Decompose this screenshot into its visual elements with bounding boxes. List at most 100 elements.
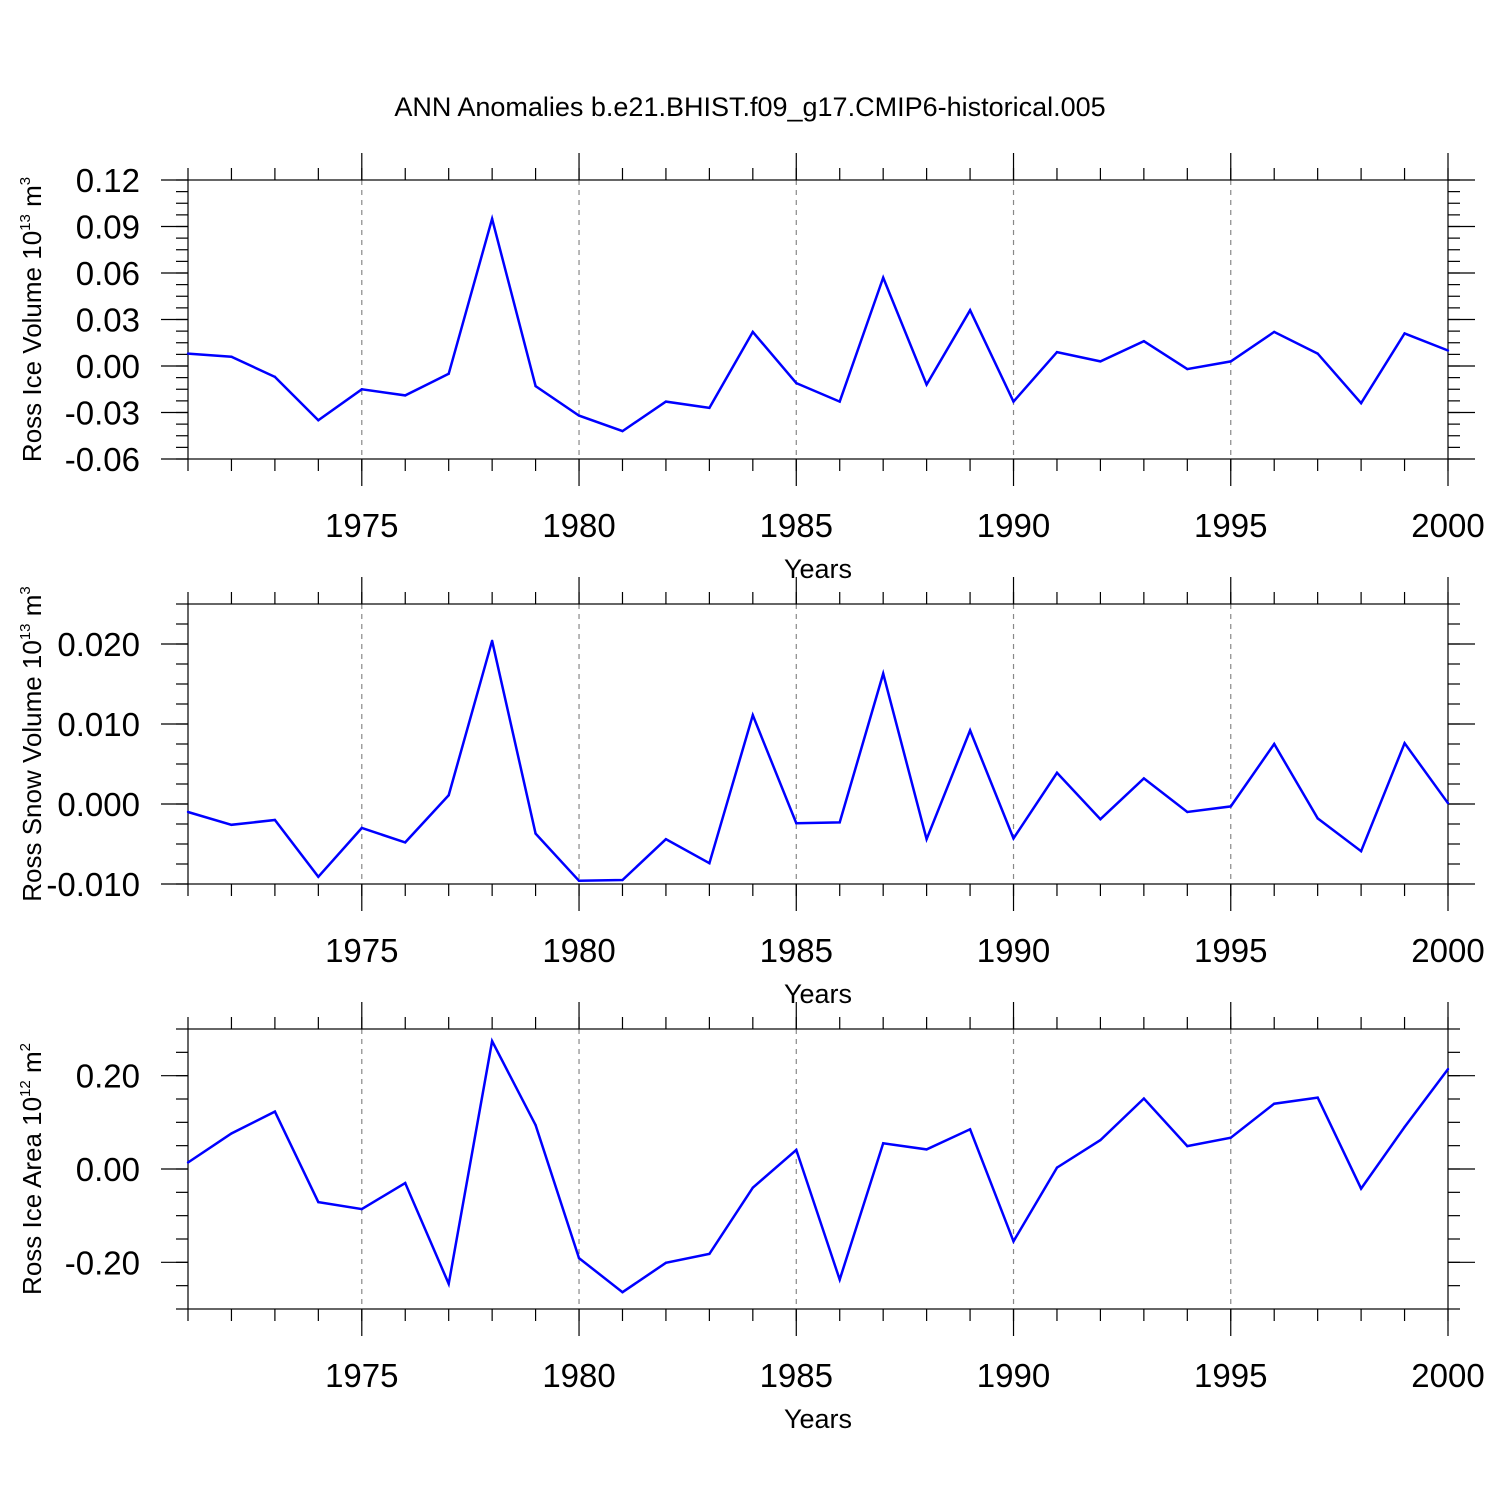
data-point: [230, 823, 233, 826]
panel-ross-ice-area: -0.20 0.00 0.20 1975 1980 1985 1990 1995 2000 Yea…: [17, 1002, 1485, 1434]
data-point: [577, 879, 581, 882]
data-point: [490, 1039, 494, 1043]
x-tick-label: 1990: [977, 1357, 1050, 1394]
x-tick-label: 2000: [1411, 932, 1484, 969]
data-point: [1273, 1102, 1276, 1105]
data-point: [230, 355, 233, 358]
data-point: [1012, 1240, 1015, 1243]
y-tick-label: 0.12: [76, 162, 140, 199]
data-point: [273, 375, 277, 379]
data-point: [404, 841, 407, 844]
y-tick-label: 0.020: [57, 626, 140, 663]
data-point: [664, 1261, 668, 1265]
data-point: [708, 406, 711, 410]
plot-frame: [187, 179, 1449, 460]
data-point: [925, 383, 928, 386]
y-tick-label: 0.00: [76, 348, 140, 385]
data-point: [1229, 805, 1232, 808]
plot-frame: [187, 603, 1449, 885]
data-point: [1142, 1097, 1146, 1100]
data-point: [664, 838, 668, 841]
y-axis-title-text: Ross Snow Volume 10: [17, 640, 47, 902]
data-point: [360, 1207, 363, 1211]
y-axis-title-exponent: 13: [17, 214, 34, 231]
data-point: [534, 832, 537, 835]
data-point: [317, 875, 320, 878]
data-point: [664, 400, 668, 403]
y-tick-label: -0.03: [65, 395, 140, 432]
x-axis-title: Years: [784, 979, 852, 1009]
data-point: [1359, 1187, 1363, 1190]
data-point: [1273, 330, 1276, 334]
data-point: [968, 1128, 972, 1131]
x-tick-label: 1985: [760, 1357, 833, 1394]
y-tick-label: -0.06: [65, 441, 140, 478]
series-line-ross-snow-volume: [187, 640, 1450, 883]
chart-title: ANN Anomalies b.e21.BHIST.f09_g17.CMIP6-…: [394, 92, 1105, 122]
data-point: [360, 388, 363, 391]
data-point: [1316, 352, 1319, 355]
y-axis-title-unit-exponent: 3: [17, 177, 34, 185]
y-axis-title: Ross Snow Volume 1013 m3: [17, 586, 47, 902]
data-point: [621, 1291, 624, 1294]
y-tick-label: 0.03: [76, 302, 140, 339]
x-tick-label: 1975: [325, 507, 398, 544]
data-point: [273, 1110, 277, 1113]
y-axis-title-exponent: 12: [17, 1080, 34, 1097]
data-point: [1403, 332, 1406, 335]
y-axis-title: Ross Ice Volume 1013 m3: [17, 177, 47, 462]
data-point: [534, 384, 537, 388]
data-point: [795, 822, 798, 825]
data-point: [273, 818, 277, 822]
data-point: [534, 1123, 537, 1127]
data-point: [577, 1256, 581, 1260]
x-tick-label: 1980: [542, 507, 615, 544]
plot-frame: [187, 1028, 1449, 1310]
data-point: [795, 1148, 798, 1152]
y-tick-label: 0.20: [76, 1058, 140, 1095]
data-point: [447, 372, 450, 375]
data-point: [230, 1132, 233, 1135]
data-point: [1099, 1138, 1102, 1142]
data-point: [404, 394, 407, 397]
data-point: [925, 1148, 928, 1151]
y-axis-title: Ross Ice Area 1012 m2: [17, 1043, 47, 1295]
data-point: [186, 1161, 190, 1164]
x-tick-label: 1975: [325, 932, 398, 969]
series-line-ross-ice-area: [187, 1037, 1450, 1294]
y-tick-label: 0.00: [76, 1151, 140, 1188]
data-point: [621, 878, 624, 882]
data-point: [795, 381, 798, 385]
data-point: [1099, 360, 1102, 363]
x-tick-label: 1990: [977, 932, 1050, 969]
data-point: [1403, 742, 1406, 745]
y-axis-title-text: Ross Ice Area 10: [17, 1097, 47, 1295]
data-point: [751, 330, 755, 334]
x-tick-label: 1975: [325, 1357, 398, 1394]
x-tick-label: 1990: [977, 507, 1050, 544]
panel-ross-snow-volume: -0.010 0.000 0.010 0.020 1975 1980 1985 1990 199…: [17, 577, 1485, 1009]
x-tick-label: 2000: [1411, 507, 1484, 544]
y-tick-label: 0.010: [57, 706, 140, 743]
data-point: [404, 1181, 407, 1185]
data-point: [881, 1142, 885, 1145]
y-axis-title-exponent: 13: [17, 623, 34, 640]
data-point: [1186, 367, 1189, 371]
data-point: [881, 276, 885, 279]
y-tick-label: 0.000: [57, 786, 140, 823]
data-point: [317, 419, 320, 422]
data-point: [447, 1282, 450, 1286]
data-point: [838, 400, 841, 403]
y-axis-title-unit-exponent: 2: [17, 1043, 34, 1051]
series-line-ross-ice-volume: [187, 214, 1449, 433]
data-point: [708, 862, 711, 865]
x-tick-label: 1985: [760, 932, 833, 969]
data-point: [490, 217, 494, 220]
y-tick-label: 0.06: [76, 255, 140, 292]
data-point: [925, 838, 928, 841]
data-point: [1446, 1067, 1450, 1071]
data-point: [1055, 771, 1059, 774]
data-point: [881, 672, 885, 675]
data-point: [1316, 817, 1319, 820]
data-point: [751, 1186, 755, 1189]
